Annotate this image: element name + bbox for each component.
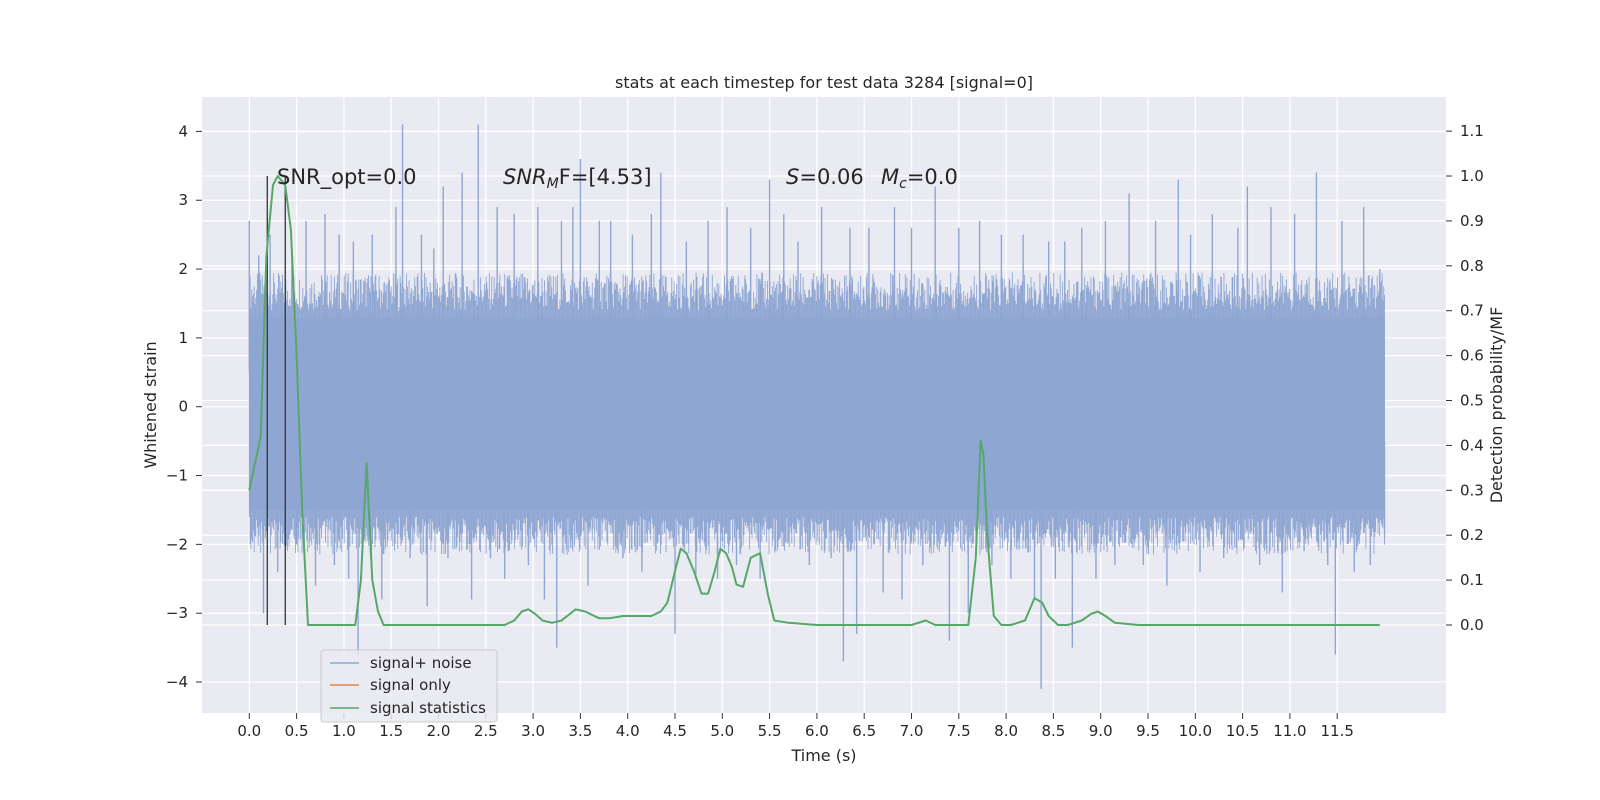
x-tick-label: 3.5 — [568, 722, 592, 740]
annotation-s: S=0.06 — [786, 165, 864, 189]
x-tick-label: 0.0 — [237, 722, 261, 740]
x-axis-label: Time (s) — [790, 746, 856, 765]
legend-label-signal-statistics: signal statistics — [370, 699, 486, 717]
x-tick-label: 4.5 — [663, 722, 687, 740]
series-signal-statistics — [248, 175, 1380, 626]
y-tick-label: 2 — [178, 260, 188, 278]
x-tick-label: 8.5 — [1041, 722, 1065, 740]
x-tick-label: 11.5 — [1321, 722, 1354, 740]
annotation-snr-opt: SNR_opt=0.0 — [277, 165, 417, 190]
y-tick-label: −4 — [166, 673, 188, 691]
y-tick-label: 1 — [178, 329, 188, 347]
y2-axis-ticks: 1.1 1.0 0.9 0.8 0.7 0.6 0.5 0.4 0.3 0.2 0.1 0.0 — [1446, 122, 1484, 634]
annotation-snr-mf: SNRMF=[4.53] — [503, 165, 652, 192]
x-tick-label: 2.0 — [427, 722, 451, 740]
y2-tick-label: 0.0 — [1460, 616, 1484, 634]
legend: signal+ noise signal only signal statist… — [320, 649, 498, 723]
y-tick-label: −1 — [166, 467, 188, 485]
y2-tick-label: 0.7 — [1460, 302, 1484, 320]
x-tick-label: 1.0 — [332, 722, 356, 740]
signal-statistics-line — [248, 175, 1380, 626]
x-axis-ticks: 0.0 0.5 1.0 1.5 2.0 2.5 3.0 3.5 4.0 4.5 5.0 5.5 6.0 6… — [237, 713, 1354, 740]
x-tick-label: 11.0 — [1273, 722, 1306, 740]
x-tick-label: 4.0 — [616, 722, 640, 740]
x-tick-label: 7.5 — [947, 722, 971, 740]
series-signal-plus-noise — [248, 124, 1386, 689]
y-axis-ticks: 4 3 2 1 0 −1 −2 −3 −4 — [166, 122, 202, 691]
y2-tick-label: 0.6 — [1460, 347, 1484, 365]
y-axis-label: Whitened strain — [141, 341, 160, 468]
y-tick-label: 0 — [178, 398, 188, 416]
x-tick-label: 5.5 — [758, 722, 782, 740]
legend-label-signal-only: signal only — [370, 676, 451, 694]
x-tick-label: 2.5 — [474, 722, 498, 740]
y2-tick-label: 1.0 — [1460, 167, 1484, 185]
y-tick-label: −3 — [166, 604, 188, 622]
y2-axis-label: Detection probability/MF — [1487, 307, 1506, 504]
x-tick-label: 6.5 — [852, 722, 876, 740]
x-tick-label: 10.0 — [1179, 722, 1212, 740]
y2-tick-label: 0.4 — [1460, 436, 1484, 454]
y2-tick-label: 0.8 — [1460, 257, 1484, 275]
x-tick-label: 1.5 — [379, 722, 403, 740]
y2-tick-label: 1.1 — [1460, 122, 1484, 140]
x-tick-label: 9.5 — [1136, 722, 1160, 740]
y2-tick-label: 0.3 — [1460, 481, 1484, 499]
y-tick-label: 4 — [178, 122, 188, 140]
y-tick-label: −2 — [166, 535, 188, 553]
x-tick-label: 6.0 — [805, 722, 829, 740]
x-tick-label: 8.0 — [994, 722, 1018, 740]
annotation-mc: Mc=0.0 — [881, 165, 958, 192]
x-tick-label: 7.0 — [900, 722, 924, 740]
x-tick-label: 3.0 — [521, 722, 545, 740]
legend-label-signal-plus-noise: signal+ noise — [370, 654, 472, 672]
y2-tick-label: 0.1 — [1460, 571, 1484, 589]
y2-tick-label: 0.9 — [1460, 212, 1484, 230]
y2-tick-label: 0.2 — [1460, 526, 1484, 544]
y-tick-label: 3 — [178, 191, 188, 209]
x-tick-label: 0.5 — [285, 722, 309, 740]
x-tick-label: 9.0 — [1089, 722, 1113, 740]
legend-box — [320, 649, 498, 723]
chart-title: stats at each timestep for test data 328… — [615, 73, 1033, 92]
x-tick-label: 5.0 — [710, 722, 734, 740]
y2-tick-label: 0.5 — [1460, 392, 1484, 410]
x-tick-label: 10.5 — [1226, 722, 1259, 740]
